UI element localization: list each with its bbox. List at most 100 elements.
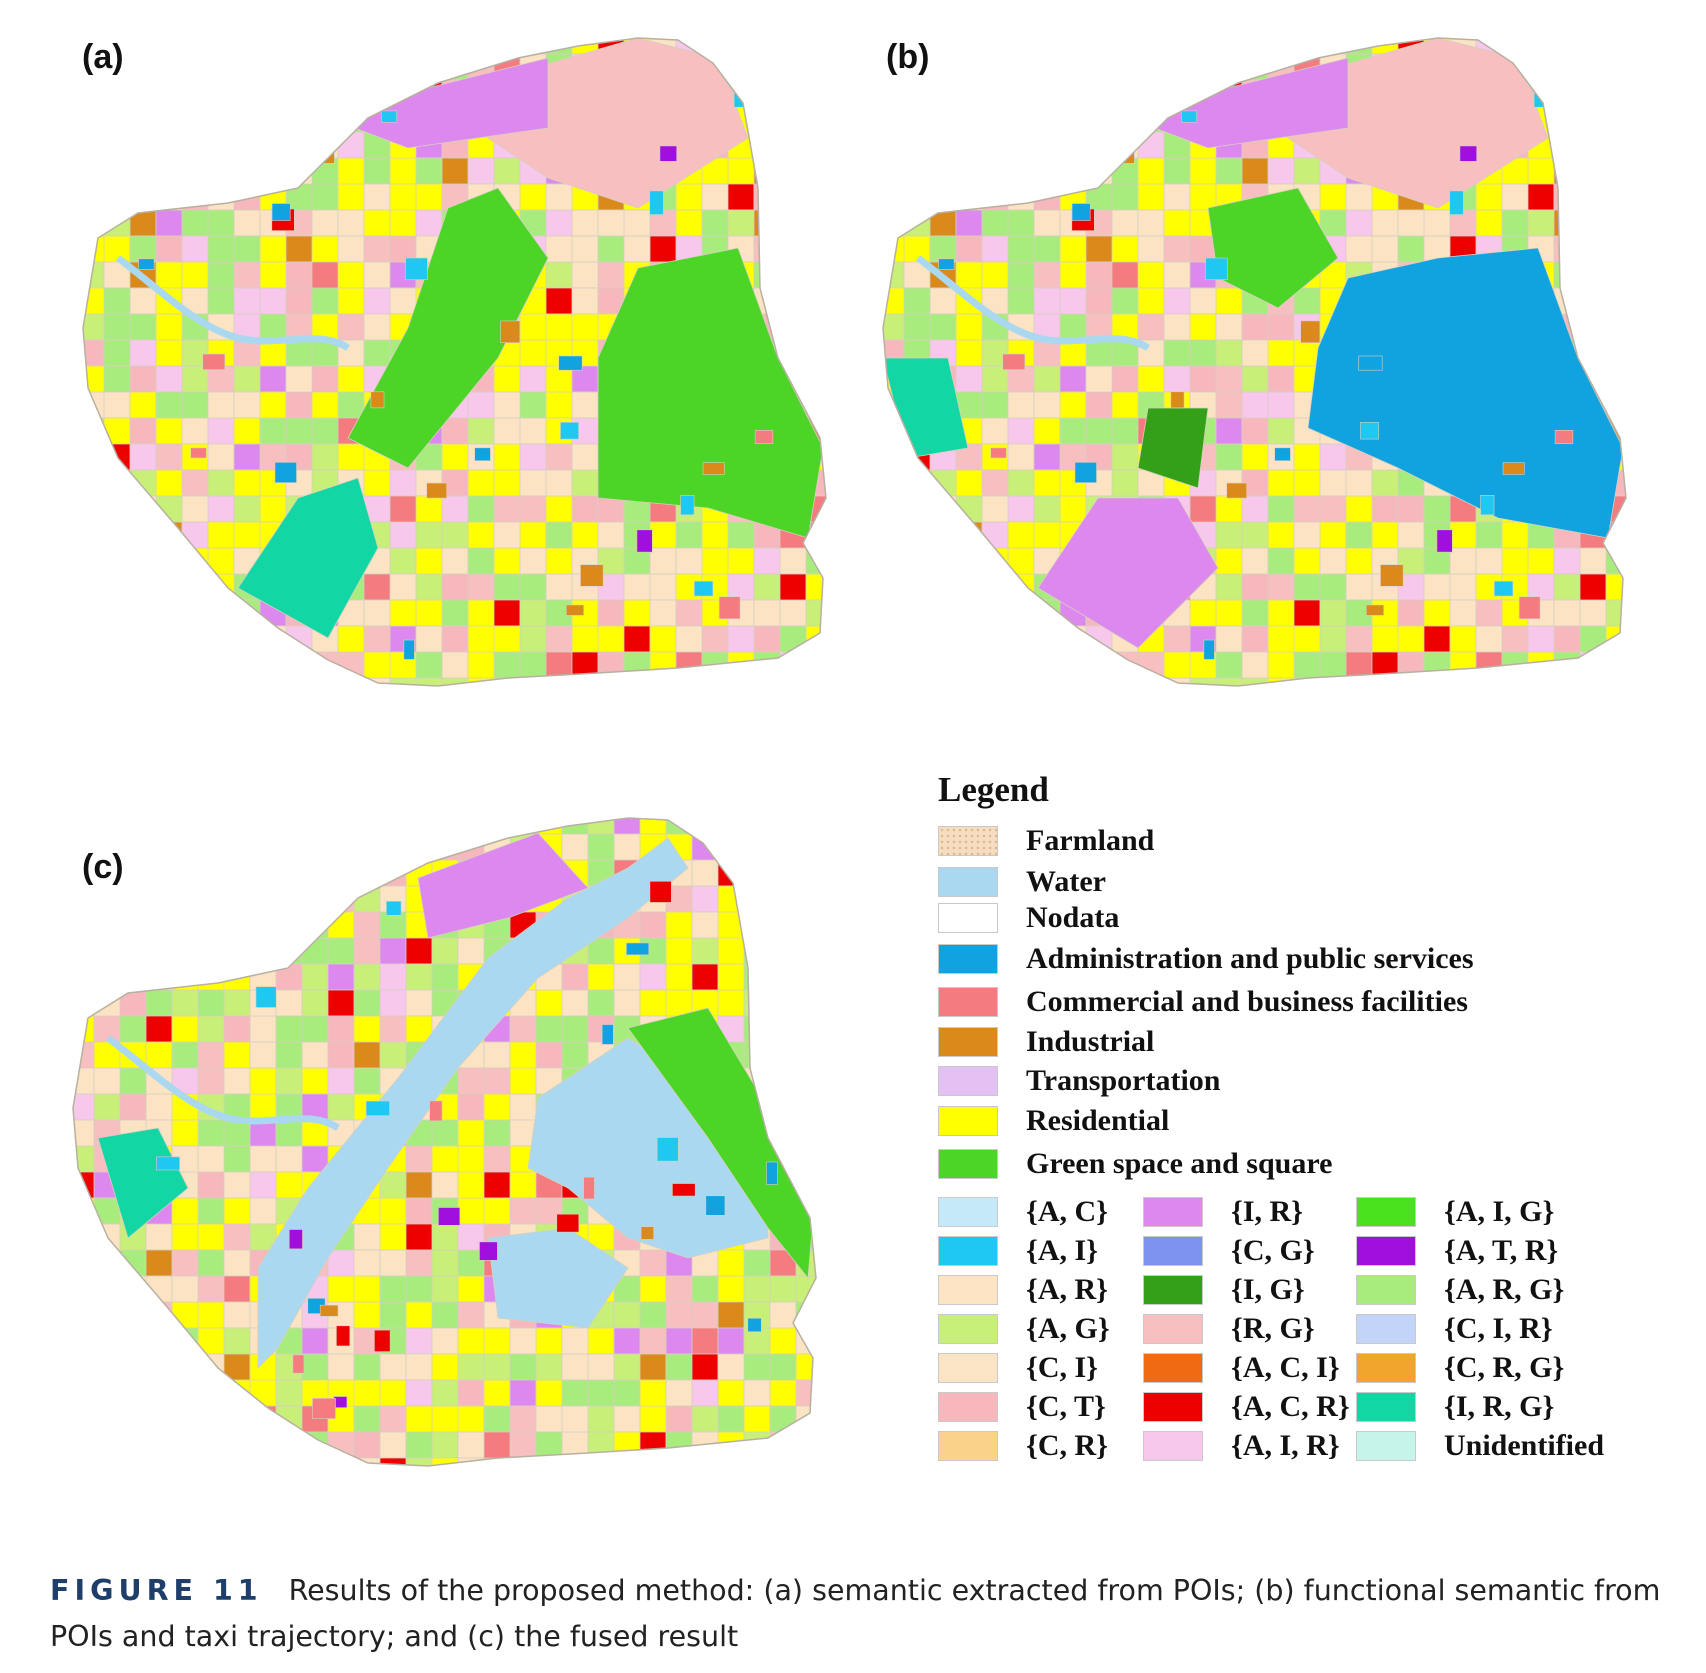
- land-parcel: [753, 38, 807, 81]
- land-parcel: [1241, 521, 1269, 549]
- legend-item-commercial: Commercial and business facilities: [938, 985, 1468, 1019]
- land-parcel: [288, 1229, 303, 1250]
- land-parcel: [903, 677, 957, 686]
- land-parcel: [197, 1067, 225, 1095]
- land-parcel: [1319, 38, 1347, 55]
- land-parcel: [929, 157, 957, 211]
- map-panel-c: [72, 817, 828, 1508]
- land-parcel: [981, 53, 1035, 81]
- land-parcel: [145, 1353, 199, 1381]
- land-parcel: [327, 859, 355, 887]
- land-parcel: [659, 145, 678, 162]
- land-parcel: [583, 1176, 595, 1200]
- land-parcel: [649, 547, 677, 575]
- land-parcel: [223, 885, 277, 913]
- land-parcel: [717, 833, 771, 861]
- land-parcel: [93, 1249, 121, 1277]
- land-parcel: [197, 937, 225, 965]
- land-parcel: [665, 1457, 693, 1466]
- river-line: [105, 1035, 340, 1132]
- land-parcel: [982, 704, 1008, 728]
- panel-label-b: (b): [886, 38, 930, 76]
- land-parcel: [181, 209, 209, 237]
- land-parcel: [364, 704, 416, 728]
- land-parcel: [805, 105, 826, 133]
- land-parcel: [1632, 80, 1638, 132]
- land-parcel: [769, 937, 797, 991]
- legend-swatch: [938, 987, 998, 1017]
- land-parcel: [405, 1015, 433, 1043]
- land-parcel: [1189, 38, 1243, 81]
- land-parcel: [93, 1327, 147, 1355]
- land-parcel: [1632, 262, 1638, 288]
- land-parcel: [405, 937, 433, 965]
- land-parcel: [805, 677, 826, 686]
- land-parcel: [1502, 462, 1525, 475]
- land-parcel: [743, 937, 771, 965]
- land-parcel: [1605, 287, 1626, 315]
- land-parcel: [145, 885, 173, 913]
- land-parcel: [770, 1484, 822, 1508]
- land-parcel: [129, 53, 183, 107]
- land-parcel: [441, 521, 469, 549]
- land-parcel: [1033, 417, 1061, 445]
- land-parcel: [223, 1457, 251, 1466]
- land-parcel: [769, 859, 816, 887]
- legend-item-industrial: Industrial: [938, 1025, 1154, 1059]
- land-parcel: [327, 1457, 355, 1466]
- land-parcel: [155, 38, 183, 81]
- land-parcel: [249, 1431, 277, 1466]
- land-parcel: [623, 677, 651, 686]
- land-parcel: [626, 942, 650, 956]
- land-parcel: [1632, 132, 1638, 184]
- land-parcel: [119, 1405, 173, 1433]
- land-parcel: [1137, 53, 1165, 81]
- land-parcel: [955, 521, 983, 575]
- legend-item-combo: {A, I}: [938, 1234, 1098, 1268]
- land-parcel: [301, 1067, 329, 1095]
- land-parcel: [1423, 677, 1451, 686]
- land-parcel: [832, 158, 838, 210]
- land-parcel: [1085, 38, 1113, 81]
- land-parcel: [795, 1457, 816, 1466]
- land-parcel: [178, 1334, 192, 1357]
- land-parcel: [990, 447, 1007, 459]
- legend-label: {A, G}: [1026, 1312, 1110, 1345]
- land-parcel: [702, 704, 728, 728]
- land-parcel: [717, 1431, 745, 1466]
- land-parcel: [275, 911, 303, 965]
- legend-label: {A, R}: [1026, 1273, 1108, 1306]
- land-parcel: [249, 859, 277, 887]
- land-parcel: [779, 651, 826, 686]
- land-parcel: [929, 651, 983, 686]
- land-parcel: [1085, 677, 1139, 686]
- land-parcel: [743, 885, 771, 939]
- land-parcel: [822, 1458, 828, 1508]
- land-parcel: [73, 1457, 95, 1466]
- land-parcel: [1033, 209, 1061, 237]
- land-parcel: [955, 599, 983, 653]
- land-parcel: [822, 938, 828, 990]
- legend-item-combo: {C, T}: [938, 1390, 1106, 1424]
- legend-title: Legend: [938, 770, 1049, 809]
- land-parcel: [545, 677, 573, 686]
- land-parcel: [337, 313, 365, 341]
- land-parcel: [769, 963, 797, 991]
- land-parcel: [769, 1041, 816, 1069]
- land-parcel: [389, 38, 443, 81]
- land-parcel: [493, 677, 547, 686]
- land-parcel: [1002, 353, 1026, 370]
- land-parcel: [805, 287, 826, 315]
- land-parcel: [1268, 704, 1294, 728]
- land-parcel: [832, 418, 838, 444]
- land-parcel: [336, 1325, 351, 1347]
- land-parcel: [1632, 600, 1638, 652]
- land-parcel: [562, 1484, 614, 1508]
- land-parcel: [955, 547, 983, 601]
- land-parcel: [83, 625, 105, 653]
- land-parcel: [691, 1379, 719, 1407]
- land-parcel: [753, 547, 781, 575]
- land-parcel: [519, 417, 547, 445]
- land-parcel: [1033, 261, 1061, 289]
- land-parcel: [832, 262, 838, 288]
